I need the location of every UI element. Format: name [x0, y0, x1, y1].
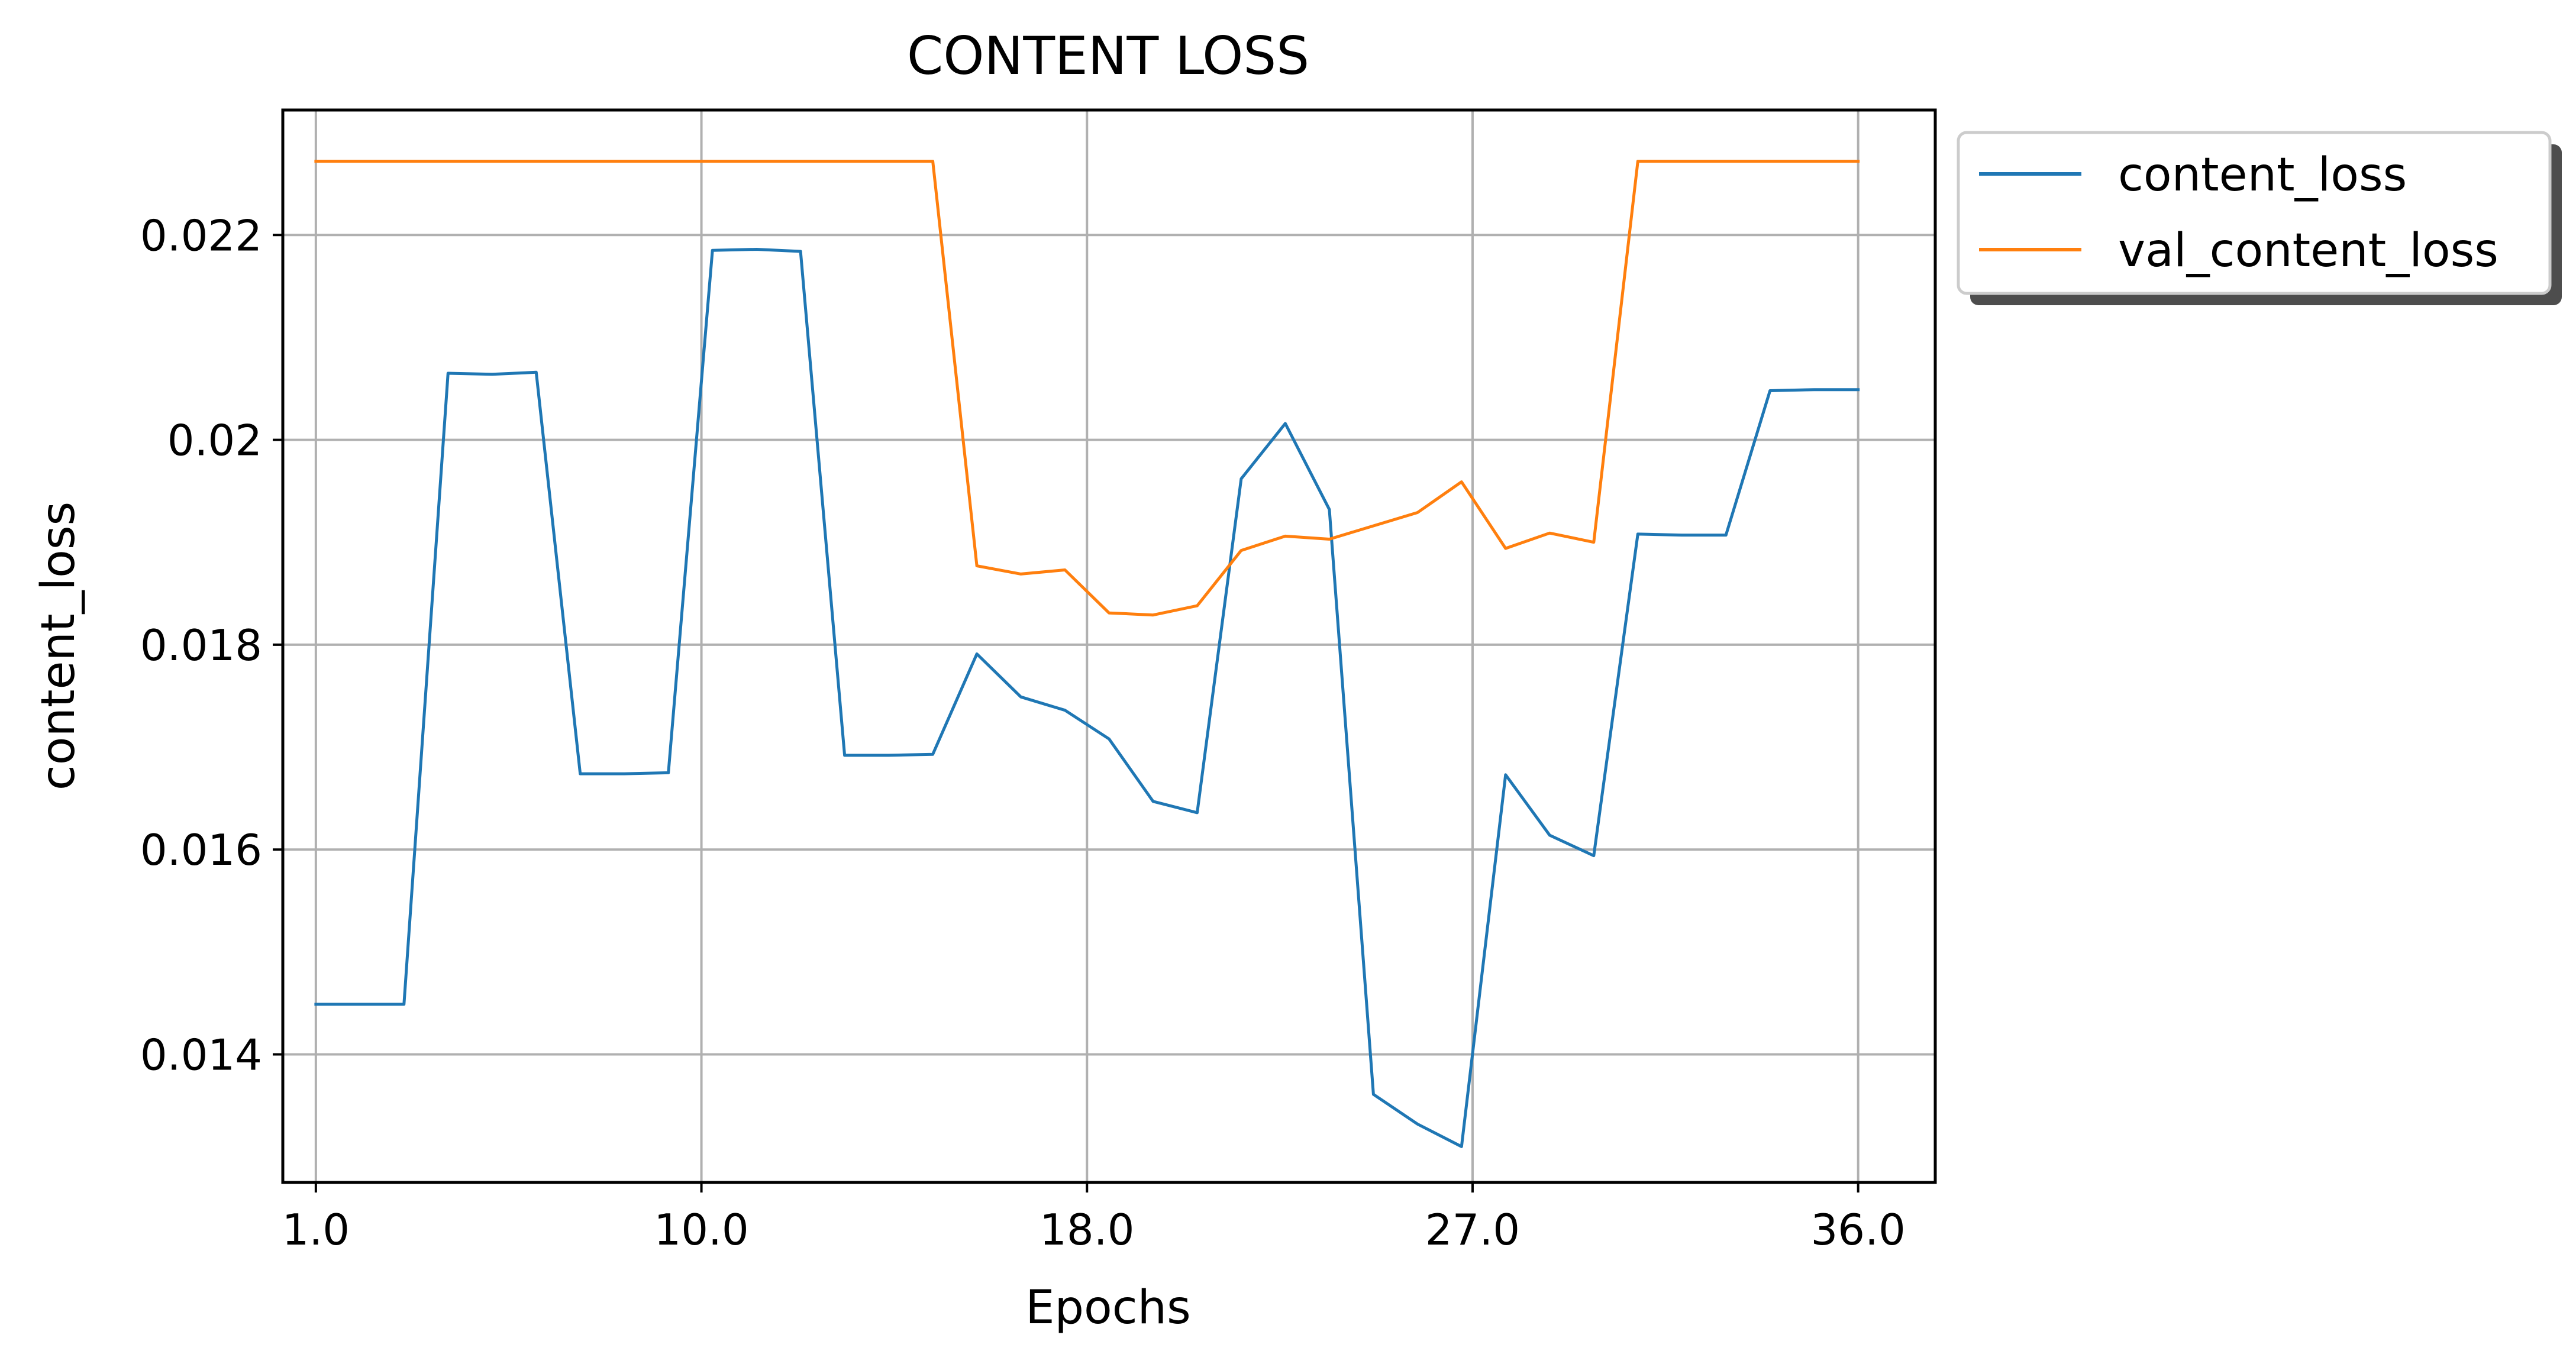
chart-title: CONTENT LOSS — [907, 25, 1309, 86]
x-axis-label: Epochs — [1025, 1281, 1190, 1334]
y-tick-label: 0.02 — [167, 416, 262, 466]
y-tick-label: 0.018 — [140, 621, 262, 670]
y-axis-label: content_loss — [32, 502, 85, 790]
x-tick-label: 10.0 — [654, 1205, 748, 1255]
y-tick-label: 0.016 — [140, 825, 262, 875]
y-tick-label: 0.014 — [140, 1030, 262, 1080]
x-tick-label: 1.0 — [282, 1205, 350, 1255]
plot-lines — [314, 160, 1860, 1148]
x-tick-label: 27.0 — [1425, 1205, 1520, 1255]
series-line-val-content-loss — [314, 160, 1860, 617]
series-line-content-loss — [314, 248, 1860, 1148]
legend-label-val-content-loss: val_content_loss — [2118, 224, 2498, 277]
legend-label-content-loss: content_loss — [2118, 148, 2407, 202]
legend: content_loss val_content_loss — [1957, 131, 2562, 305]
x-tick-label: 18.0 — [1040, 1205, 1134, 1255]
y-tick-label: 0.022 — [140, 211, 262, 260]
axis-ticks: 1.0 10.0 18.0 27.0 36.0 0.014 0.016 0.018 0.02 0.… — [140, 211, 1906, 1255]
legend-box — [1957, 131, 2552, 295]
plot-frame — [281, 108, 1937, 1184]
x-tick-label: 36.0 — [1811, 1205, 1906, 1255]
grid-lines — [283, 110, 1935, 1182]
